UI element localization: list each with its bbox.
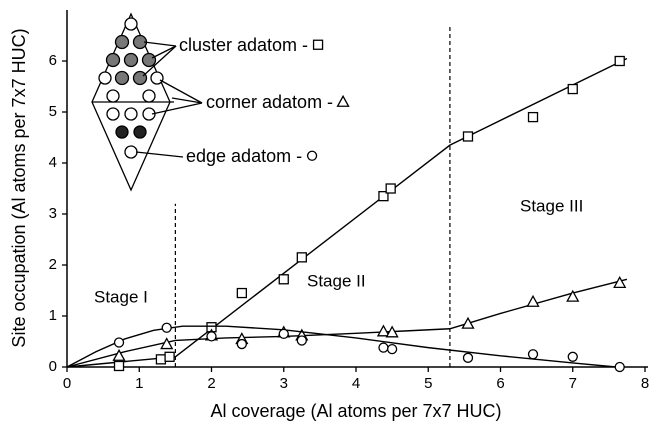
marker xyxy=(388,345,397,354)
marker xyxy=(529,113,538,122)
legend-label: cluster adatom - xyxy=(179,35,308,55)
marker xyxy=(528,296,539,306)
y-tick-label: 6 xyxy=(49,52,57,69)
y-tick-label: 1 xyxy=(49,307,57,324)
marker xyxy=(115,361,124,370)
marker xyxy=(162,323,171,332)
marker xyxy=(207,332,216,341)
y-axis-label: Site occupation (Al atoms per 7x7 HUC) xyxy=(9,28,29,347)
marker xyxy=(386,184,395,193)
marker xyxy=(237,289,246,298)
legend-marker xyxy=(314,40,323,49)
marker xyxy=(463,353,472,362)
x-axis-label: Al coverage (Al atoms per 7x7 HUC) xyxy=(210,401,501,421)
marker xyxy=(237,340,246,349)
marker xyxy=(568,352,577,361)
annotation: Stage II xyxy=(307,271,366,290)
x-tick-label: 1 xyxy=(135,375,143,392)
legend-label: corner adatom - xyxy=(206,92,333,112)
y-tick-label: 4 xyxy=(49,154,57,171)
annotation: Stage I xyxy=(94,287,148,306)
marker xyxy=(279,329,288,338)
x-tick-label: 4 xyxy=(352,375,360,392)
x-tick-label: 0 xyxy=(63,375,71,392)
fit-line xyxy=(67,279,627,367)
marker xyxy=(379,343,388,352)
x-tick-label: 5 xyxy=(424,375,432,392)
marker xyxy=(568,85,577,94)
marker xyxy=(156,355,165,364)
marker xyxy=(165,352,174,361)
marker xyxy=(529,350,538,359)
marker xyxy=(115,338,124,347)
x-tick-label: 3 xyxy=(280,375,288,392)
marker xyxy=(615,57,624,66)
x-tick-label: 7 xyxy=(569,375,577,392)
x-tick-label: 6 xyxy=(496,375,504,392)
y-tick-label: 0 xyxy=(49,358,57,375)
marker xyxy=(462,318,473,328)
legend-label: edge adatom - xyxy=(186,146,302,166)
marker xyxy=(615,363,624,372)
y-tick-label: 5 xyxy=(49,103,57,120)
x-tick-label: 2 xyxy=(207,375,215,392)
legend-marker xyxy=(338,96,349,106)
y-tick-label: 3 xyxy=(49,205,57,222)
marker xyxy=(297,336,306,345)
x-tick-label: 8 xyxy=(641,375,649,392)
marker xyxy=(463,132,472,141)
y-tick-label: 2 xyxy=(49,256,57,273)
annotation: Stage III xyxy=(520,196,583,215)
marker xyxy=(297,253,306,262)
legend-marker xyxy=(308,151,317,160)
marker xyxy=(279,275,288,284)
chart: cluster adatom - corner adatom - edge ad… xyxy=(0,0,650,428)
